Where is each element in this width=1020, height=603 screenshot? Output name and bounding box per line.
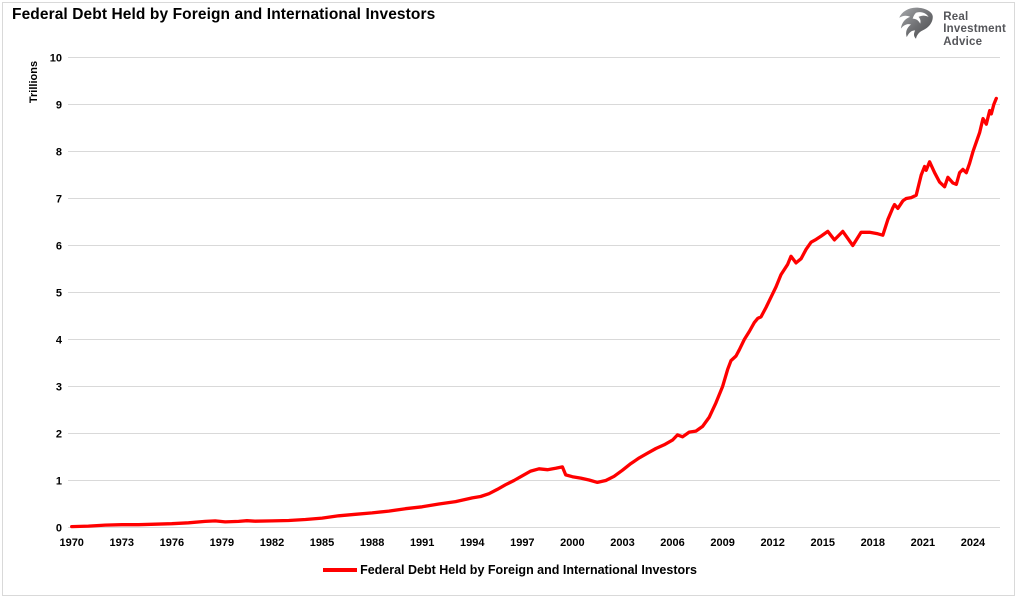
brand-word-real: Real: [943, 10, 969, 23]
x-tick-label-1973: 1973: [110, 537, 134, 549]
debt-line-series: [70, 96, 998, 529]
x-tick-label-1994: 1994: [460, 537, 485, 549]
x-tick-label-2018: 2018: [861, 537, 885, 549]
y-tick-label-7: 7: [56, 194, 62, 206]
y-tick-label-3: 3: [56, 382, 62, 394]
x-tick-label-1985: 1985: [310, 537, 334, 549]
brand-logo: Real Investment Advice: [895, 6, 1006, 53]
x-tick-label-1997: 1997: [510, 537, 534, 549]
legend-label: Federal Debt Held by Foreign and Interna…: [360, 563, 697, 577]
y-tick-label-10: 10: [50, 53, 62, 65]
y-tick-label-1: 1: [56, 476, 62, 488]
y-tick-label-5: 5: [56, 288, 62, 300]
brand-word-advice: Advice: [943, 35, 983, 48]
x-tick-label-1976: 1976: [160, 537, 184, 549]
x-tick-label-2012: 2012: [760, 537, 784, 549]
y-tick-label-8: 8: [56, 147, 62, 159]
legend-line-swatch: [323, 568, 358, 572]
y-tick-label-4: 4: [56, 335, 63, 347]
y-tick-label-2: 2: [56, 429, 62, 441]
y-tick-label-9: 9: [56, 100, 62, 112]
figure-border: [2, 2, 1015, 596]
x-tick-label-2009: 2009: [710, 537, 734, 549]
x-tick-label-2003: 2003: [610, 537, 634, 549]
x-tick-label-2015: 2015: [811, 537, 835, 549]
y-tick-label-6: 6: [56, 241, 62, 253]
x-tick-label-2000: 2000: [560, 537, 584, 549]
x-tick-label-2024: 2024: [961, 537, 986, 549]
brand-word-investment: Investment: [943, 23, 1006, 36]
x-tick-label-2021: 2021: [911, 537, 935, 549]
y-tick-label-0: 0: [56, 523, 62, 535]
x-tick-label-1970: 1970: [59, 537, 83, 549]
x-tick-label-2006: 2006: [660, 537, 684, 549]
legend: Federal Debt Held by Foreign and Interna…: [0, 563, 1020, 577]
eagle-icon: [895, 6, 937, 53]
x-tick-label-1982: 1982: [260, 537, 284, 549]
x-tick-label-1979: 1979: [210, 537, 234, 549]
y-axis-title: Trillions: [28, 61, 40, 103]
x-tick-label-1988: 1988: [360, 537, 384, 549]
brand-logo-text: Real Investment Advice: [943, 11, 1006, 49]
chart-title: Federal Debt Held by Foreign and Interna…: [12, 6, 436, 23]
x-tick-label-1991: 1991: [410, 537, 434, 549]
